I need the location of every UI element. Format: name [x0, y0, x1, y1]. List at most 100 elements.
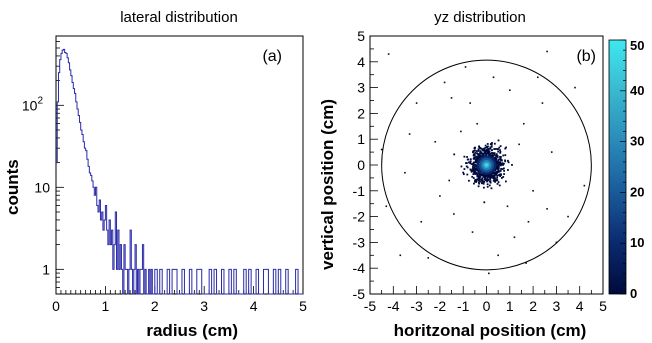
yz-core-point [486, 177, 489, 180]
lateral-x-tick-label: 4 [250, 298, 258, 314]
yz-panel: yz distribution (b) -5 -4 -3 -2 -1 0 1 2 3 4 5 -5-… [318, 9, 644, 340]
yz-core-point [462, 173, 465, 176]
yz-point [497, 254, 499, 257]
yz-core-point [489, 176, 491, 178]
yz-core-point [474, 171, 477, 174]
yz-core-point [490, 149, 493, 152]
yz-core-point [473, 182, 475, 185]
yz-core-point [480, 151, 483, 154]
yz-core-point [502, 164, 504, 166]
yz-point [408, 133, 411, 135]
yz-core-point [489, 147, 492, 150]
yz-core-point [511, 163, 513, 166]
yz-core-point [497, 165, 500, 168]
yz-core-point [474, 178, 477, 181]
yz-core-point [486, 180, 489, 183]
yz-core-point [486, 151, 489, 154]
yz-core-point [487, 148, 490, 150]
yz-point [380, 148, 383, 151]
yz-x-tick-label: 2 [529, 298, 537, 314]
yz-core-point [483, 180, 486, 183]
lateral-panel: lateral distribution (a) 0 1 2 3 4 5 1 10 102 r… [3, 9, 307, 340]
yz-core-point [477, 181, 480, 184]
yz-core-point [483, 201, 486, 204]
yz-core-point [469, 168, 472, 171]
yz-y-tick-label: -4 [353, 260, 366, 276]
yz-core-point [497, 164, 500, 167]
yz-core-point [496, 179, 499, 182]
yz-y-tick-label: 3 [357, 80, 365, 96]
yz-core-point [499, 157, 502, 160]
yz-core-point [492, 154, 495, 157]
yz-point [448, 179, 451, 182]
yz-core-point [498, 173, 501, 176]
yz-core-point [487, 149, 490, 151]
yz-core-point [475, 150, 478, 152]
yz-core-point [469, 160, 472, 163]
yz-point [471, 231, 474, 233]
yz-core-point [473, 154, 475, 156]
yz-core-point [499, 164, 502, 167]
yz-core-point [466, 166, 469, 169]
yz-core-point [483, 174, 485, 177]
yz-core-point [472, 164, 475, 167]
yz-core-point [479, 155, 482, 158]
yz-core-point [488, 153, 491, 156]
yz-point [574, 86, 576, 89]
yz-panel-label: (b) [576, 48, 596, 65]
yz-core-point [485, 146, 488, 148]
yz-y-tick-label: 0 [357, 157, 365, 173]
yz-y-tick-label: -5 [353, 286, 366, 302]
yz-point [427, 257, 430, 259]
colorbar-tick-label: 30 [630, 134, 644, 149]
yz-core-point [481, 153, 484, 155]
yz-core-point [489, 146, 492, 149]
yz-point [567, 215, 569, 218]
lateral-x-tick-label: 0 [52, 298, 60, 314]
yz-core-point [488, 152, 491, 155]
yz-point [387, 53, 390, 55]
yz-core-point [507, 169, 509, 171]
yz-x-tick-label: -1 [457, 298, 470, 314]
yz-core-point [481, 179, 483, 182]
yz-core-point [474, 163, 477, 166]
yz-core-point [478, 179, 480, 182]
yz-core-point [497, 171, 499, 173]
yz-point [546, 50, 548, 53]
yz-core-point [453, 153, 456, 156]
yz-core-point [488, 184, 491, 187]
yz-core-point [476, 161, 478, 164]
yz-core-point [485, 179, 488, 182]
yz-core-point [504, 147, 507, 150]
yz-core-point [503, 169, 506, 172]
yz-point [469, 102, 471, 104]
yz-core-point [487, 153, 490, 155]
yz-core-point [502, 162, 505, 165]
yz-core-point [463, 168, 466, 170]
yz-point [506, 205, 509, 208]
lateral-histogram-line [56, 48, 303, 295]
yz-core-point [474, 151, 477, 154]
yz-core-point [494, 180, 497, 183]
yz-y-tick-label: 1 [357, 131, 365, 147]
yz-core-point [471, 175, 474, 178]
yz-core-point [499, 150, 502, 153]
yz-core-point [478, 178, 481, 180]
yz-y-label: vertical position (cm) [318, 99, 337, 270]
yz-x-axis: -5 -4 -3 -2 -1 0 1 2 3 4 5 [364, 286, 607, 314]
yz-core-point [480, 182, 483, 185]
yz-core-point [480, 152, 483, 155]
boundary-circle [381, 59, 592, 271]
yz-core-point [460, 165, 463, 168]
colorbar-tick-label: 0 [630, 286, 637, 301]
yz-core-point [496, 161, 499, 164]
yz-core-point [495, 153, 498, 156]
yz-core-point [482, 180, 484, 183]
lateral-title: lateral distribution [120, 9, 238, 26]
yz-core-point [504, 160, 507, 163]
yz-core-point [474, 159, 477, 162]
yz-point [492, 76, 495, 79]
yz-core-point [475, 179, 478, 182]
yz-scatter [380, 50, 586, 275]
yz-x-tick-label: 5 [599, 298, 607, 314]
